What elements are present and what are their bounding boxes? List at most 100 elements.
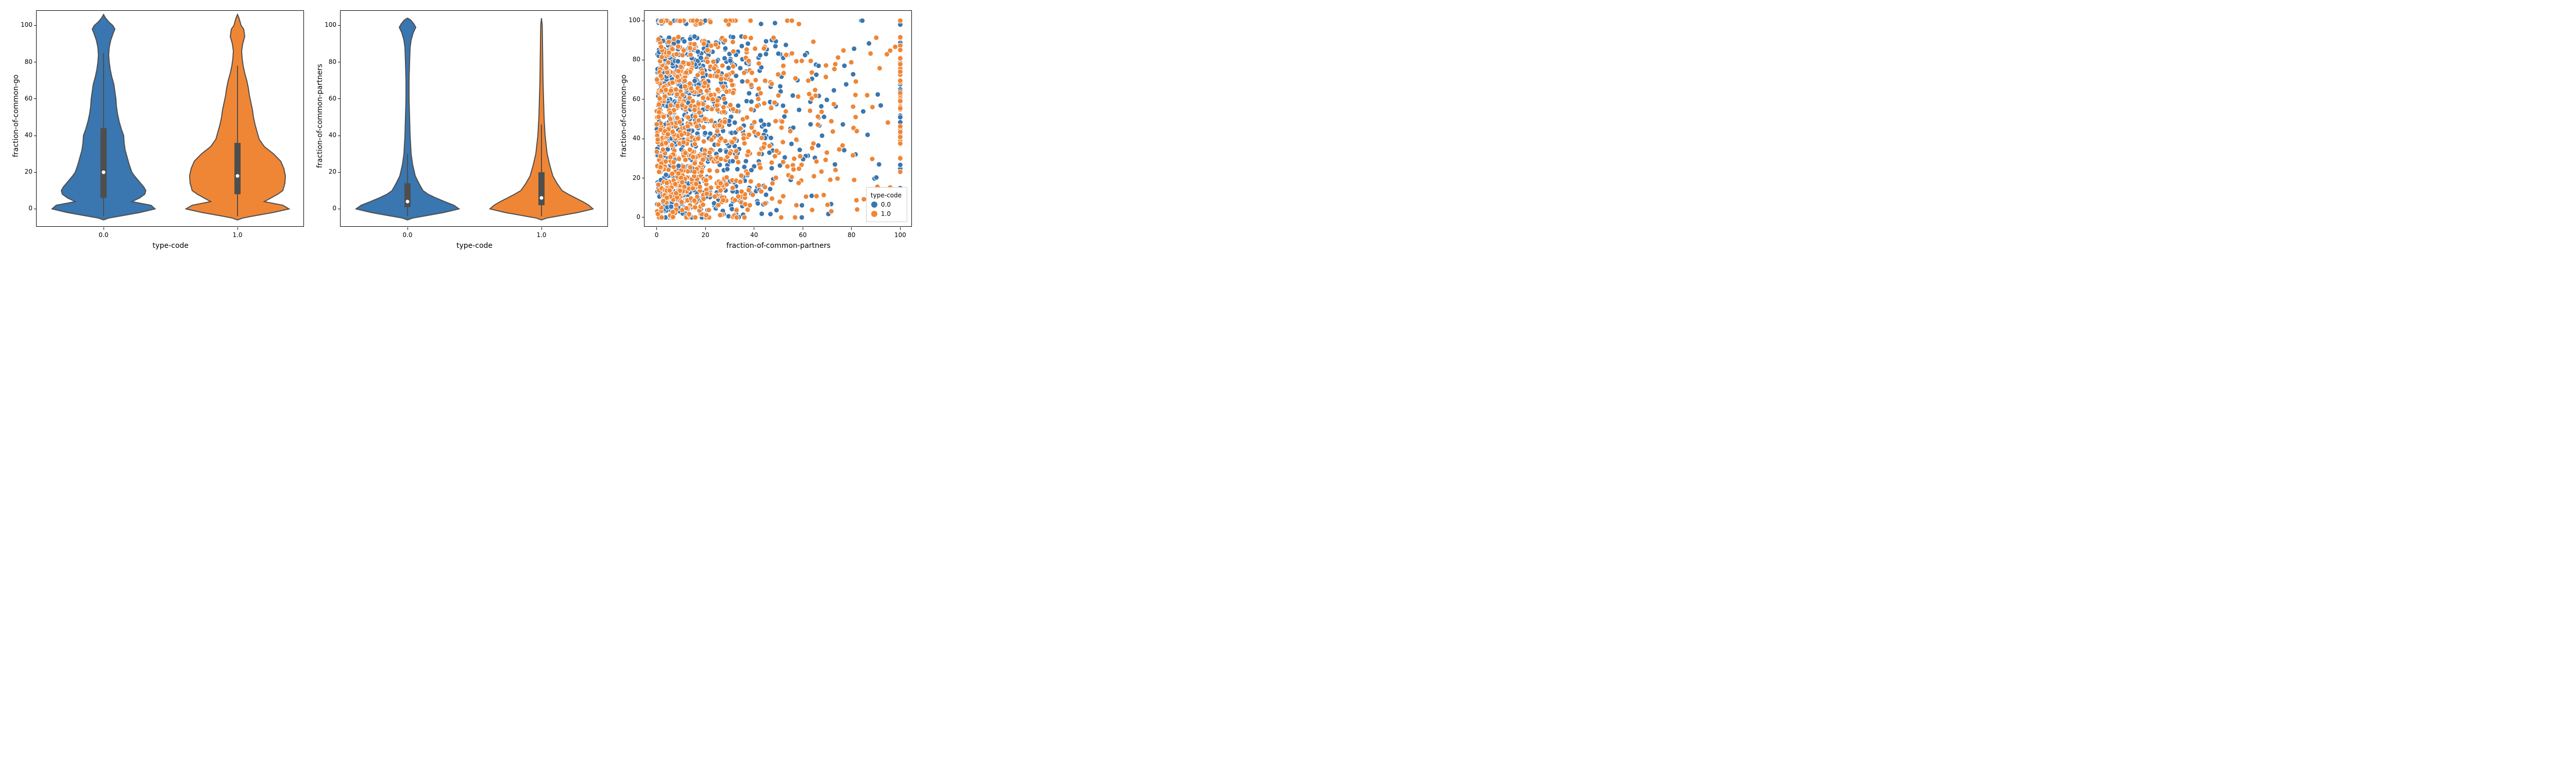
- ytick-label: 20: [316, 168, 336, 175]
- scatter-point: [734, 208, 739, 213]
- scatter-point: [849, 60, 854, 65]
- y-axis-label: fraction-of-common-go: [12, 74, 20, 157]
- scatter-point: [728, 78, 734, 83]
- scatter-point: [819, 169, 824, 174]
- ytick-label: 80: [620, 56, 640, 63]
- scatter-point: [776, 93, 781, 98]
- scatter-point: [744, 98, 749, 104]
- scatter-point: [677, 19, 683, 24]
- scatter-point: [852, 46, 857, 52]
- scatter-point: [745, 149, 751, 154]
- scatter-point: [804, 194, 809, 199]
- scatter-point: [897, 56, 903, 61]
- scatter-point: [756, 96, 761, 102]
- scatter-point: [679, 199, 684, 205]
- panel-violin-go: 020406080100fraction-of-common-go0.01.0t…: [36, 10, 304, 227]
- scatter-point: [696, 118, 701, 123]
- scatter-point: [721, 85, 726, 90]
- scatter-point: [668, 103, 673, 108]
- scatter-point: [789, 18, 794, 23]
- scatter-point: [668, 88, 673, 93]
- scatter-point: [773, 175, 778, 180]
- scatter-point: [835, 176, 840, 181]
- scatter-point: [707, 150, 712, 155]
- scatter-point: [897, 135, 903, 140]
- scatter-point: [664, 172, 669, 177]
- scatter-point: [735, 166, 740, 172]
- scatter-point: [870, 157, 875, 162]
- scatter-point: [726, 65, 731, 71]
- scatter-point: [667, 50, 672, 55]
- scatter-point: [711, 66, 717, 71]
- scatter-point: [824, 97, 829, 103]
- scatter-point: [897, 98, 903, 104]
- scatter-point: [655, 211, 660, 216]
- scatter-point: [762, 78, 768, 83]
- x-axis-label: fraction-of-common-partners: [645, 242, 912, 250]
- scatter-point: [776, 51, 781, 56]
- scatter-point: [744, 115, 750, 120]
- scatter-point: [803, 53, 808, 58]
- scatter-point: [679, 64, 684, 70]
- scatter-point: [781, 71, 786, 76]
- scatter-point: [774, 208, 779, 213]
- scatter-point: [730, 82, 735, 88]
- scatter-point: [654, 122, 659, 127]
- scatter-point: [759, 189, 764, 194]
- scatter-point: [702, 80, 707, 86]
- ytick-label: 0: [620, 213, 640, 221]
- scatter-point: [755, 201, 760, 206]
- scatter-point: [851, 104, 856, 109]
- xtick-label: 0.0: [397, 231, 418, 239]
- scatter-point: [762, 201, 768, 206]
- scatter-point: [698, 55, 703, 60]
- scatter-point: [675, 74, 680, 79]
- xtick-label: 40: [744, 231, 765, 239]
- scatter-point: [761, 145, 766, 150]
- scatter-point: [746, 58, 751, 63]
- scatter-point: [719, 136, 724, 141]
- scatter-point: [721, 198, 726, 203]
- scatter-point: [687, 211, 692, 216]
- scatter-point: [656, 170, 662, 175]
- scatter-point: [833, 162, 838, 167]
- scatter-point: [816, 63, 821, 69]
- ytick-label: 100: [620, 16, 640, 24]
- scatter-point: [860, 18, 865, 23]
- scatter-point: [874, 35, 879, 40]
- scatter-point: [671, 164, 676, 170]
- scatter-point: [674, 203, 679, 208]
- scatter-point: [888, 48, 893, 53]
- scatter-point: [701, 125, 706, 130]
- scatter-point: [715, 129, 720, 134]
- scatter-point: [897, 62, 903, 67]
- panel-scatter: 020406080100fraction-of-common-go0204060…: [644, 10, 912, 227]
- xtick-label: 100: [890, 231, 910, 239]
- scatter-point: [720, 63, 725, 68]
- scatter-point: [854, 198, 859, 203]
- violin-median: [236, 174, 240, 178]
- scatter-point: [852, 177, 857, 182]
- scatter-point: [736, 160, 741, 165]
- scatter-point: [761, 101, 767, 106]
- scatter-point: [750, 70, 755, 75]
- scatter-point: [690, 186, 696, 191]
- scatter-point: [868, 51, 873, 56]
- scatter-point: [742, 201, 748, 207]
- scatter-point: [686, 61, 691, 66]
- scatter-point: [675, 44, 681, 49]
- scatter-point: [670, 80, 675, 85]
- scatter-point: [792, 215, 798, 220]
- scatter-point: [687, 81, 692, 86]
- scatter-point: [796, 180, 801, 186]
- scatter-point: [897, 78, 903, 83]
- scatter-point: [656, 102, 662, 107]
- scatter-point: [658, 73, 664, 78]
- scatter-point: [770, 181, 775, 186]
- y-axis-label: fraction-of-common-partners: [316, 63, 324, 167]
- figure: 020406080100fraction-of-common-go0.01.0t…: [0, 0, 927, 258]
- scatter-point: [722, 38, 727, 43]
- scatter-point: [897, 106, 903, 111]
- scatter-point: [718, 212, 723, 217]
- scatter-point: [764, 52, 769, 57]
